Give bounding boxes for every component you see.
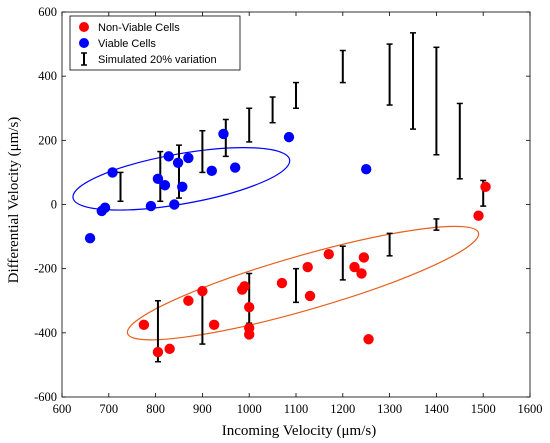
non-viable-point-8 [239, 281, 250, 292]
non-viable-point-18 [358, 252, 370, 263]
y-tick-label: 200 [38, 133, 57, 147]
axes: 600 700 800 900 1000 1100 1200 1300 1400 1500 1600… [34, 5, 542, 416]
non-viable-point-5 [197, 285, 208, 297]
x-tick-label: 1400 [424, 402, 449, 416]
x-axis-label: Incoming Velocity (μm/s) [222, 423, 376, 439]
x-tick-label: 1600 [518, 402, 543, 416]
y-axis-label: Differential Velocity (μm/s) [6, 117, 22, 284]
legend-label-1: Non-Viable Cells [98, 22, 180, 34]
viable-point-10 [172, 157, 184, 168]
non-viable-point-1 [138, 319, 150, 331]
legend-label-3: Simulated 20% variation [98, 54, 217, 66]
errorbar-16 [199, 290, 206, 345]
viable-point-11 [177, 181, 188, 193]
non-viable-point-16 [349, 261, 360, 273]
viable-point-9 [169, 199, 180, 210]
viable-point-15 [229, 162, 241, 173]
x-tick-label: 1100 [284, 402, 309, 416]
x-tick-label: 900 [193, 402, 212, 416]
non-viable-point-4 [183, 295, 194, 306]
legend-label-2: Viable Cells [98, 38, 156, 50]
y-tick-label: -200 [34, 262, 57, 276]
errorbar-21 [433, 218, 440, 231]
y-tick-label: 0 [51, 198, 57, 212]
non-viable-point-17 [356, 268, 367, 279]
viable-point-6 [152, 173, 164, 185]
cluster-ellipse-2 [126, 225, 480, 341]
non-viable-point-21 [480, 181, 491, 193]
errorbar-13 [456, 102, 463, 180]
errorbar-18 [293, 267, 299, 304]
non-viable-point-2 [152, 346, 164, 358]
errorbar-6 [246, 107, 253, 143]
errorbar-10 [386, 43, 393, 106]
point-series [84, 128, 491, 358]
errorbar-11 [410, 32, 416, 130]
non-viable-point-3 [164, 343, 175, 355]
non-viable-point-13 [302, 261, 313, 273]
x-tick-label: 1000 [237, 402, 262, 416]
errorbar-8 [293, 81, 299, 109]
legend: Non-Viable Cells Viable Cells Simulated 20… [69, 15, 241, 71]
errorbar-20 [386, 232, 393, 257]
non-viable-point-11 [244, 329, 255, 340]
non-viable-point-19 [363, 334, 374, 345]
non-viable-point-12 [276, 277, 288, 289]
viable-point-5 [145, 200, 157, 212]
errorbar-12 [433, 46, 440, 156]
errorbar-17 [246, 272, 253, 324]
viable-point-12 [183, 152, 194, 164]
y-tick-label: 600 [38, 5, 57, 19]
x-tick-label: 800 [146, 402, 165, 416]
legend-marker-1 [79, 22, 89, 32]
ellipse-annotations [72, 147, 480, 341]
viable-point-17 [361, 164, 372, 175]
cluster-ellipse-1 [72, 147, 291, 211]
y-tick-label: -400 [34, 326, 57, 340]
y-tick-label: 400 [38, 69, 57, 83]
non-viable-point-20 [473, 210, 484, 221]
viable-point-14 [218, 128, 229, 140]
viable-point-13 [206, 165, 217, 177]
legend-marker-2 [79, 38, 89, 48]
viable-point-3 [99, 202, 111, 213]
non-viable-point-6 [208, 319, 220, 331]
errorbar-4 [199, 129, 206, 174]
legend-box [69, 15, 241, 71]
x-tick-label: 1300 [377, 402, 402, 416]
y-tick-label: -600 [34, 390, 57, 404]
errorbar-7 [269, 96, 276, 124]
x-tick-label: 700 [99, 402, 118, 416]
x-tick-label: 1500 [471, 402, 496, 416]
viable-point-4 [107, 167, 118, 178]
non-viable-point-15 [323, 249, 334, 260]
non-viable-point-14 [304, 290, 316, 302]
errorbar-19 [339, 245, 346, 281]
x-tick-label: 600 [53, 402, 72, 416]
viable-point-8 [163, 151, 174, 162]
errorbar-1 [117, 171, 124, 203]
non-viable-point-9 [244, 301, 255, 313]
viable-point-1 [84, 232, 96, 244]
viable-point-16 [283, 131, 295, 143]
viable-point-7 [159, 180, 171, 191]
errorbar-9 [339, 49, 346, 84]
x-tick-label: 1200 [330, 402, 355, 416]
